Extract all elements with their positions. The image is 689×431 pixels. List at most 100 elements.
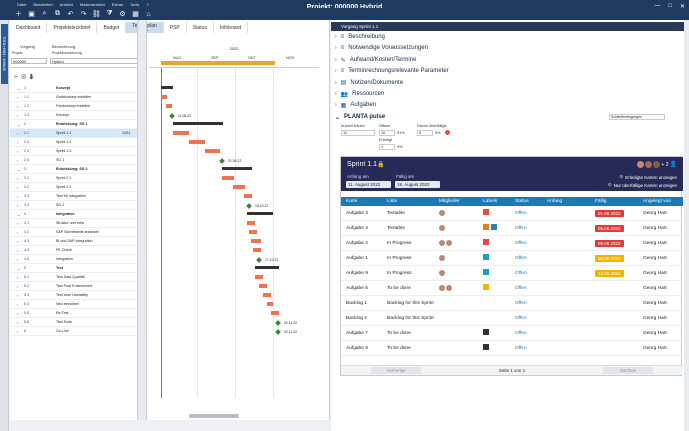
table-row[interactable]: › 6 Go-Live <box>10 327 140 336</box>
table-row[interactable]: › 1.2 Feinkonzept erstellen <box>10 102 140 111</box>
tab-budget[interactable]: Budget <box>97 22 127 33</box>
section-5[interactable]: › ▤ Notizen/Dokumente <box>335 79 403 87</box>
prev-page-button[interactable]: Vorherige <box>371 367 421 374</box>
link-icon[interactable]: ⛓ <box>92 11 101 18</box>
col-labels[interactable]: Labels <box>483 199 498 204</box>
milestone[interactable] <box>246 203 252 209</box>
tab-dashboard[interactable]: Dashboard <box>10 22 48 33</box>
table-row[interactable]: › 1.1 Grobkonzept erstellen <box>10 93 140 102</box>
menu-item[interactable]: Bearbeiten <box>33 1 53 7</box>
task-bar[interactable] <box>251 239 261 243</box>
card-row[interactable]: Aufgabe 5 To be done Offen Georg Hart <box>341 281 683 296</box>
filter-icon[interactable]: ⧩ <box>106 10 113 17</box>
task-bar[interactable] <box>189 140 205 144</box>
section-6[interactable]: › 👥 Ressourcen <box>335 91 384 98</box>
table-row[interactable]: › 4.5 Integration <box>10 255 140 264</box>
faellig-date[interactable]: 19. August 2022 <box>395 181 440 188</box>
section-2[interactable]: › ≡ Notwendige Voraussetzungen <box>335 45 428 51</box>
chevron-down-icon[interactable]: ⌄ <box>17 211 21 217</box>
tab-status[interactable]: Status <box>187 22 214 33</box>
toggle-ueberfaellige[interactable]: ⊙ Nur überfällige Karten anzeigen <box>608 182 677 188</box>
card-row[interactable]: Aufgabe 4 Testable Offen 05.08.2022 Georg Ha… <box>341 221 683 236</box>
chevron-down-icon[interactable]: ⌄ <box>17 121 21 127</box>
task-bar[interactable] <box>166 104 172 108</box>
task-bar[interactable] <box>259 284 267 288</box>
chevron-right-icon[interactable]: › <box>17 274 19 280</box>
chevron-right-icon[interactable]: › <box>17 112 19 118</box>
chevron-right-icon[interactable]: › <box>17 283 19 289</box>
chevron-right-icon[interactable]: › <box>17 301 19 307</box>
home-icon[interactable]: ⌂ <box>146 10 151 18</box>
table-row[interactable]: › 5.5 Re-Test <box>10 309 140 318</box>
task-bar[interactable] <box>271 311 279 315</box>
chevron-right-icon[interactable]: › <box>17 193 19 199</box>
card-row[interactable]: Aufgabe 1 In Progress Offen 08.08.2022 Georg… <box>341 251 683 266</box>
card-row[interactable]: Backlog 1 Backlog for this Sprint Offen Geo… <box>341 296 683 311</box>
panel-splitter[interactable] <box>137 20 147 420</box>
toggle-erledigte[interactable]: ⊙ Erledigte Karten anzeigen <box>619 174 677 180</box>
card-row[interactable]: Aufgabe 8 To be done Offen Georg Hart <box>341 341 683 356</box>
menu-item[interactable]: Tools <box>130 1 140 7</box>
maximize-button[interactable]: □ <box>668 3 672 9</box>
chevron-down-icon[interactable]: ⌄ <box>17 85 21 91</box>
task-bar[interactable] <box>253 248 261 252</box>
sidebar-vertical-tab[interactable]: SPRINT / FRM+TOOL <box>1 24 8 84</box>
chevron-right-icon[interactable]: › <box>17 130 19 136</box>
copy-icon[interactable]: ⧉ <box>55 10 60 17</box>
chevron-right-icon[interactable]: › <box>17 148 19 154</box>
task-bar[interactable] <box>222 176 234 180</box>
task-bar[interactable] <box>249 230 257 234</box>
table-row[interactable]: › 5.4 Neu einrichten <box>10 300 140 309</box>
chevron-right-icon[interactable]: › <box>17 319 19 325</box>
section-7[interactable]: › ▦ Aufgaben <box>335 102 376 109</box>
task-bar[interactable] <box>255 275 263 279</box>
gantt-scrollbar[interactable] <box>189 414 239 418</box>
menu-item[interactable]: ? <box>146 1 149 7</box>
table-row[interactable]: ⌄ 2 Entwicklung: SG 1 <box>10 120 140 129</box>
section-4[interactable]: › ≡ Terminrechnungsrelevante Parameter <box>335 68 449 74</box>
table-row[interactable]: › 3.2 Sprint 2.2 <box>10 183 140 192</box>
close-button[interactable]: ✕ <box>679 4 685 10</box>
table-row[interactable]: › 2.1 Sprint 1.1 10/11 <box>10 129 140 138</box>
card-row[interactable]: Backlog 2 Backlog for this Sprint Offen Geo… <box>341 311 683 326</box>
table-row[interactable]: › 4.3 BI und SAP Integration <box>10 237 140 246</box>
task-bar[interactable] <box>161 95 167 99</box>
col-mitglieder[interactable]: Mitglieder <box>439 199 460 204</box>
card-row[interactable]: Aufgabe 3 Testable Offen 01.08.2022 Georg Ha… <box>341 206 683 221</box>
table-row[interactable]: › 4.2 SAP Schnittstelle anbinden <box>10 228 140 237</box>
table-row[interactable]: › 5.2 Test Prod Environment <box>10 282 140 291</box>
chevron-right-icon[interactable]: › <box>17 310 19 316</box>
menu-item[interactable]: Masteransicht <box>79 1 105 7</box>
chevron-right-icon[interactable]: › <box>17 139 19 145</box>
next-page-button[interactable]: Nächste <box>603 367 653 374</box>
table-row[interactable]: › 3.4 SG 2 <box>10 201 140 210</box>
table-row[interactable]: › 5.3 Test User Useability <box>10 291 140 300</box>
settings-icon[interactable]: ⚙ <box>119 11 126 18</box>
table-row[interactable]: › 4.1 Struktur und Infra <box>10 219 140 228</box>
table-row[interactable]: ⌄ 4 Integration <box>10 210 140 219</box>
chevron-down-icon[interactable]: ⌄ <box>17 166 21 172</box>
planta-pulse-section[interactable]: ⌄ PLANTA pulse <box>335 114 385 121</box>
col-anfang[interactable]: Anfang <box>547 199 563 204</box>
chevron-right-icon[interactable]: › <box>17 220 19 226</box>
table-row[interactable]: › 2.2 Sprint 1.2 <box>10 138 140 147</box>
chevron-right-icon[interactable]: › <box>17 256 19 262</box>
projekt-field[interactable]: 000000 <box>11 58 47 64</box>
menu-item[interactable]: Extras <box>111 1 124 7</box>
chevron-right-icon[interactable]: › <box>17 328 19 334</box>
task-bar[interactable] <box>233 185 245 189</box>
milestone[interactable] <box>256 257 262 263</box>
task-bar[interactable] <box>205 149 220 153</box>
table-row[interactable]: › 1.3 Konzept <box>10 111 140 120</box>
task-bar[interactable] <box>173 131 189 135</box>
menu-item[interactable]: Ansicht <box>59 1 73 7</box>
milestone[interactable] <box>169 113 175 119</box>
calendar-icon[interactable]: ▦ <box>132 11 139 18</box>
section-3[interactable]: › ✎ Aufwand/Kosten/Termine <box>335 57 416 64</box>
anfang-date[interactable]: 11. August 2022 <box>346 181 391 188</box>
tab-projektsteckbrief[interactable]: Projektsteckbrief <box>47 22 98 33</box>
table-row[interactable]: ⌄ 5 Test <box>10 264 140 273</box>
redo-icon[interactable]: ↷ <box>80 11 87 18</box>
table-row[interactable]: › 2.3 Sprint 1.3 <box>10 147 140 156</box>
table-row[interactable]: › 3.1 Sprint 2.1 <box>10 174 140 183</box>
